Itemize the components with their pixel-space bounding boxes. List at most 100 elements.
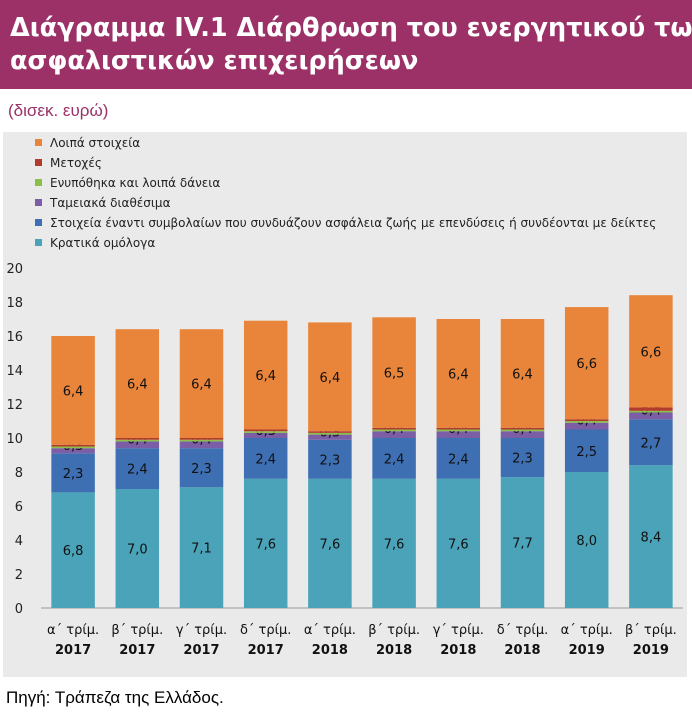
bar-segment — [564, 421, 609, 423]
bar-segment — [243, 478, 288, 608]
bar-segment — [500, 429, 545, 432]
bar-segment — [308, 431, 352, 433]
bar-segment — [564, 472, 609, 608]
x-tick-year: 2018 — [376, 643, 412, 658]
x-tick-label: α΄ τρίμ. — [47, 623, 99, 638]
stacked-bar-chart: Λοιπά στοιχεία Μετοχές Ενυπόθηκα και λοιπά… — [6, 136, 683, 658]
data-label: 2,4 — [127, 463, 148, 478]
bar-segment — [629, 412, 673, 420]
y-tick-label: 0 — [15, 602, 23, 617]
data-label: 2,3 — [512, 452, 533, 467]
x-tick-year: 2017 — [119, 643, 155, 658]
legend-swatch — [35, 139, 42, 146]
data-label: 6,4 — [320, 371, 341, 386]
bar-segment — [308, 478, 352, 608]
legend-swatch — [35, 219, 42, 226]
bar-segment — [51, 448, 95, 454]
data-label: 2,3 — [191, 462, 212, 477]
y-tick-label: 18 — [6, 296, 23, 311]
x-tick-label: δ΄ τρίμ. — [497, 623, 548, 638]
x-tick-label: δ΄ τρίμ. — [240, 623, 291, 638]
bar-segment — [179, 441, 224, 449]
chart-title-line-2: ασφαλιστικών επιχειρήσεων — [10, 46, 419, 76]
bar-segment — [436, 429, 481, 432]
chart-title-line-1: Διάγραμμα IV.1 Διάρθρωση του ενεργητικού… — [10, 13, 692, 43]
x-tick-year: 2017 — [55, 643, 91, 658]
legend-label: Ενυπόθηκα και λοιπά δάνεια — [50, 176, 220, 190]
bar-segment — [629, 295, 673, 408]
bar-segment — [243, 432, 288, 438]
data-label: 6,6 — [576, 357, 597, 372]
bar-segment — [51, 492, 95, 608]
bar-segment — [115, 329, 160, 438]
bar-segment — [500, 438, 545, 478]
legend-label: Μετοχές — [50, 156, 102, 170]
source-note: Πηγή: Τράπεζα της Ελλάδος. — [6, 688, 224, 707]
x-tick-label: β΄ τρίμ. — [368, 623, 420, 638]
bar-segment — [308, 432, 352, 435]
bar-segment — [372, 478, 416, 608]
data-label: 6,6 — [641, 345, 662, 360]
y-tick-label: 16 — [6, 330, 23, 345]
bar-segment — [564, 429, 609, 472]
legend-label: Στοιχεία έναντι συμβολαίων που συνδυάζου… — [50, 216, 656, 230]
units-label: (δισεκ. ευρώ) — [8, 101, 109, 120]
bar-segment — [243, 431, 288, 433]
bar-segment — [308, 322, 352, 432]
data-label: 2,5 — [576, 445, 597, 460]
data-label: 6,8 — [63, 544, 84, 559]
bar-segment — [179, 448, 224, 488]
bar-segment — [500, 477, 545, 608]
bar-segment — [500, 319, 545, 428]
bar-segment — [436, 438, 481, 479]
data-label: 2,4 — [448, 452, 469, 467]
data-label: 7,6 — [320, 537, 341, 552]
bar-segment — [436, 427, 481, 430]
bar-segment — [51, 446, 95, 449]
bar-segment — [629, 410, 673, 413]
bar-segment — [372, 431, 416, 438]
bar-segment — [308, 434, 352, 440]
bar-segment — [500, 427, 545, 430]
y-tick-label: 6 — [15, 500, 23, 515]
bar-segment — [308, 439, 352, 479]
bar-segment — [629, 419, 673, 466]
data-label: 2,3 — [320, 453, 341, 468]
bar-segment — [51, 336, 95, 445]
bar-segment — [372, 438, 416, 479]
x-tick-label: γ΄ τρίμ. — [433, 623, 484, 638]
legend-swatch — [35, 199, 42, 206]
bar-segment — [436, 478, 481, 608]
x-tick-label: α΄ τρίμ. — [304, 623, 356, 638]
x-tick-year: 2019 — [569, 643, 605, 658]
title-bar: Διάγραμμα IV.1 Διάρθρωση του ενεργητικού… — [0, 0, 692, 89]
y-tick-label: 10 — [6, 432, 23, 447]
bar-segment — [243, 429, 288, 432]
y-tick-label: 2 — [15, 568, 23, 583]
bar-segment — [629, 407, 673, 411]
data-label: 8,4 — [641, 531, 662, 546]
data-label: 6,4 — [448, 367, 469, 382]
data-label: 6,4 — [191, 378, 212, 393]
x-tick-year: 2017 — [183, 643, 219, 658]
bar-segment — [243, 438, 288, 479]
x-tick-label: α΄ τρίμ. — [561, 623, 613, 638]
x-tick-year: 2017 — [248, 643, 284, 658]
bar-segment — [51, 444, 95, 447]
data-label: 6,4 — [127, 378, 148, 393]
y-tick-label: 12 — [6, 398, 23, 413]
legend-swatch — [35, 239, 42, 246]
bar-segment — [436, 319, 481, 428]
bar-segment — [372, 427, 416, 430]
data-label: 2,7 — [641, 436, 662, 451]
data-label: 6,4 — [255, 369, 276, 384]
x-tick-year: 2019 — [633, 643, 669, 658]
bar-segment — [115, 439, 160, 442]
legend-swatch — [35, 159, 42, 166]
bar-segment — [629, 465, 673, 608]
data-label: 2,4 — [255, 452, 276, 467]
bar-segment — [179, 439, 224, 442]
x-tick-year: 2018 — [312, 643, 348, 658]
data-label: 6,4 — [63, 384, 84, 399]
x-tick-label: γ΄ τρίμ. — [176, 623, 227, 638]
